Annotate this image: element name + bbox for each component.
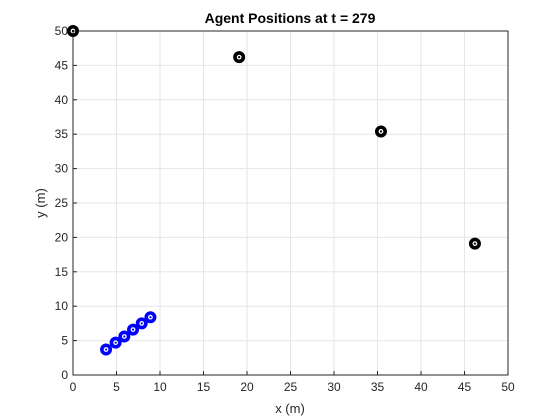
x-tick-label: 5 bbox=[113, 380, 120, 394]
x-tick-label: 25 bbox=[284, 380, 298, 394]
y-tick-label: 0 bbox=[61, 368, 68, 382]
agent-marker bbox=[118, 330, 131, 343]
agent-marker-dot bbox=[149, 316, 152, 319]
y-tick-label: 25 bbox=[55, 196, 69, 210]
agent-marker-ring bbox=[468, 237, 481, 250]
y-tick-label: 5 bbox=[61, 334, 68, 348]
y-tick-label: 35 bbox=[55, 127, 69, 141]
agent-marker-dot bbox=[379, 130, 383, 133]
agent-marker bbox=[374, 125, 387, 138]
agent-marker-ring bbox=[109, 336, 122, 349]
agent-marker-dot bbox=[114, 341, 117, 344]
chart-title: Agent Positions at t = 279 bbox=[205, 10, 376, 26]
agent-marker-dot bbox=[104, 348, 108, 351]
x-tick-label: 45 bbox=[458, 380, 472, 394]
agent-marker bbox=[233, 51, 246, 64]
agent-marker-ring bbox=[374, 125, 387, 138]
y-tick-label: 40 bbox=[55, 93, 69, 107]
x-tick-label: 15 bbox=[197, 380, 211, 394]
x-tick-label: 30 bbox=[327, 380, 341, 394]
agent-marker bbox=[109, 336, 122, 349]
x-tick-label: 0 bbox=[70, 380, 77, 394]
y-tick-label: 10 bbox=[55, 299, 69, 313]
agent-markers bbox=[67, 24, 481, 356]
agent-marker bbox=[144, 311, 157, 324]
agent-marker-ring bbox=[233, 51, 246, 64]
agent-marker-ring bbox=[100, 343, 113, 356]
agent-marker-dot bbox=[238, 56, 241, 59]
agent-marker bbox=[135, 317, 148, 330]
y-axis-label: y (m) bbox=[33, 188, 48, 218]
agent-marker bbox=[468, 237, 481, 250]
agent-marker-dot bbox=[140, 322, 143, 325]
x-axis-label: x (m) bbox=[275, 401, 305, 416]
agent-marker-dot bbox=[71, 29, 75, 33]
y-axis-ticks: 0 5 10 15 20 25 30 35 40 45 50 bbox=[55, 24, 77, 382]
agent-marker-ring bbox=[67, 24, 80, 37]
y-tick-label: 50 bbox=[55, 24, 69, 38]
y-tick-label: 30 bbox=[55, 162, 69, 176]
agent-marker bbox=[67, 24, 80, 37]
agent-marker-dot bbox=[123, 335, 126, 338]
x-tick-label: 50 bbox=[501, 380, 515, 394]
agent-marker-dot bbox=[131, 328, 135, 331]
x-axis-ticks: 0 5 10 15 20 25 30 35 40 45 50 bbox=[70, 371, 515, 394]
agent-marker-ring bbox=[118, 330, 131, 343]
x-tick-label: 35 bbox=[371, 380, 385, 394]
agent-marker bbox=[127, 323, 140, 336]
x-tick-label: 40 bbox=[414, 380, 428, 394]
agent-marker-ring bbox=[135, 317, 148, 330]
agent-marker-ring bbox=[144, 311, 157, 324]
agent-marker-ring bbox=[127, 323, 140, 336]
x-tick-label: 10 bbox=[153, 380, 167, 394]
agent-marker-dot bbox=[473, 242, 477, 245]
y-tick-label: 15 bbox=[55, 265, 69, 279]
agent-marker bbox=[100, 343, 113, 356]
y-tick-label: 20 bbox=[55, 230, 69, 244]
x-tick-label: 20 bbox=[240, 380, 254, 394]
y-tick-label: 45 bbox=[55, 58, 69, 72]
